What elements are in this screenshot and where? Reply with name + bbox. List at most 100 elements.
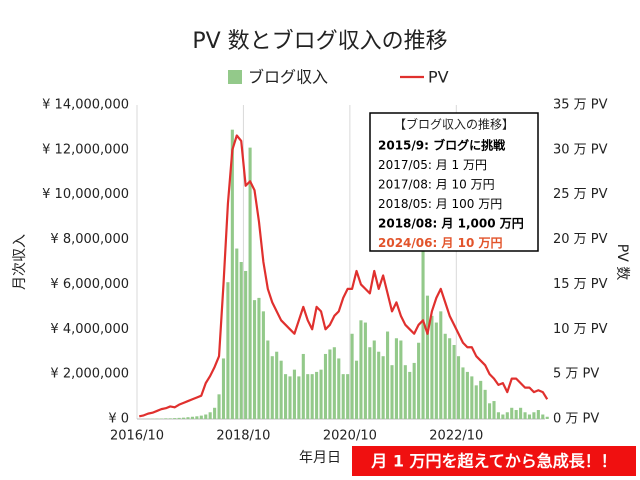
- bar: [394, 338, 398, 419]
- x-tick-label: 2020/10: [323, 429, 377, 444]
- y2-tick-label: 5 万 PV: [553, 367, 599, 382]
- annotation-item: 2024/06: 月 10 万円: [378, 236, 503, 250]
- bar: [306, 374, 310, 419]
- bar: [501, 414, 505, 419]
- bar: [372, 340, 376, 419]
- annotation-item: 2018/08: 月 1,000 万円: [378, 217, 524, 231]
- bar: [257, 297, 261, 419]
- bar: [483, 389, 487, 419]
- y-tick-label: ¥ 2,000,000: [50, 367, 129, 382]
- bar: [479, 380, 483, 419]
- y-tick-label: ¥ 6,000,000: [50, 277, 129, 292]
- bar: [434, 322, 438, 419]
- y2-tick-label: 10 万 PV: [553, 322, 608, 337]
- annotation-item: 2017/08: 月 10 万円: [378, 178, 495, 192]
- bar: [248, 147, 252, 419]
- bar: [204, 414, 208, 419]
- bar: [186, 417, 190, 419]
- y-tick-label: ¥ 10,000,000: [42, 187, 129, 202]
- x-tick-label: 2018/10: [216, 429, 270, 444]
- bar: [173, 418, 177, 419]
- x-tick-label: 2022/10: [429, 429, 483, 444]
- y-tick-label: ¥ 14,000,000: [42, 98, 129, 113]
- bar: [399, 340, 403, 419]
- bar: [465, 371, 469, 419]
- banner-box: [352, 446, 636, 476]
- bar: [301, 353, 305, 419]
- bar: [235, 248, 239, 419]
- bar: [377, 351, 381, 419]
- bar: [386, 331, 390, 419]
- bar: [319, 369, 323, 419]
- bar: [292, 369, 296, 419]
- bar: [523, 412, 527, 419]
- annotation-item: 2015/9: ブログに挑戦: [378, 138, 506, 153]
- bar: [448, 338, 452, 419]
- bar: [275, 351, 279, 419]
- bar: [492, 401, 496, 419]
- legend-swatch: [228, 70, 242, 84]
- bar: [261, 311, 265, 419]
- legend-label: ブログ収入: [248, 68, 328, 87]
- chart-title: PV 数とブログ収入の推移: [192, 29, 447, 54]
- bar: [182, 417, 186, 419]
- bar: [213, 407, 217, 419]
- bar: [328, 349, 332, 419]
- bar: [496, 412, 500, 419]
- banner-text: 月 1 万円を超えてから急成長！！: [370, 452, 616, 471]
- bar: [363, 322, 367, 419]
- bar: [337, 358, 341, 419]
- bar: [461, 367, 465, 419]
- bar: [354, 360, 359, 419]
- bar: [315, 371, 319, 419]
- bar: [545, 416, 549, 419]
- bar: [310, 374, 314, 419]
- bar: [168, 418, 172, 419]
- bar: [341, 374, 345, 419]
- bar: [514, 410, 518, 419]
- bar: [443, 333, 447, 419]
- bar: [208, 412, 212, 419]
- bar: [381, 356, 385, 419]
- bar: [266, 340, 270, 419]
- bar: [230, 129, 234, 419]
- y-tick-label: ¥ 0: [108, 412, 129, 427]
- bar: [505, 412, 509, 419]
- annotation-title: 【ブログ収入の推移】: [394, 117, 514, 132]
- bar: [195, 416, 199, 419]
- bar: [417, 342, 421, 419]
- bar: [488, 403, 492, 419]
- bar: [177, 417, 181, 419]
- bar: [425, 295, 430, 419]
- bar: [332, 347, 336, 419]
- bar: [359, 320, 363, 419]
- bar: [217, 394, 221, 419]
- line: [139, 134, 549, 418]
- x-axis-title: 年月日: [299, 450, 341, 466]
- bar: [430, 315, 434, 419]
- bar: [536, 410, 540, 419]
- annotation-item: 2018/05: 月 100 万円: [378, 197, 502, 211]
- bar: [368, 347, 372, 419]
- bar: [190, 416, 194, 419]
- bar: [541, 414, 545, 419]
- bar: [284, 374, 288, 419]
- bar: [323, 353, 328, 419]
- bar: [439, 311, 443, 419]
- bar: [527, 414, 532, 419]
- y-tick-label: ¥ 8,000,000: [50, 232, 129, 247]
- bar: [421, 250, 425, 419]
- bar: [252, 300, 257, 419]
- bar: [456, 356, 461, 419]
- bar: [279, 360, 283, 419]
- bar: [412, 362, 416, 419]
- bar: [221, 358, 226, 419]
- bar: [519, 407, 523, 419]
- y-tick-label: ¥ 4,000,000: [50, 322, 129, 337]
- bar: [239, 262, 243, 419]
- y2-tick-label: 15 万 PV: [553, 277, 608, 292]
- bar: [510, 407, 514, 419]
- y2-tick-label: 30 万 PV: [553, 142, 608, 157]
- x-tick-label: 2016/10: [110, 429, 164, 444]
